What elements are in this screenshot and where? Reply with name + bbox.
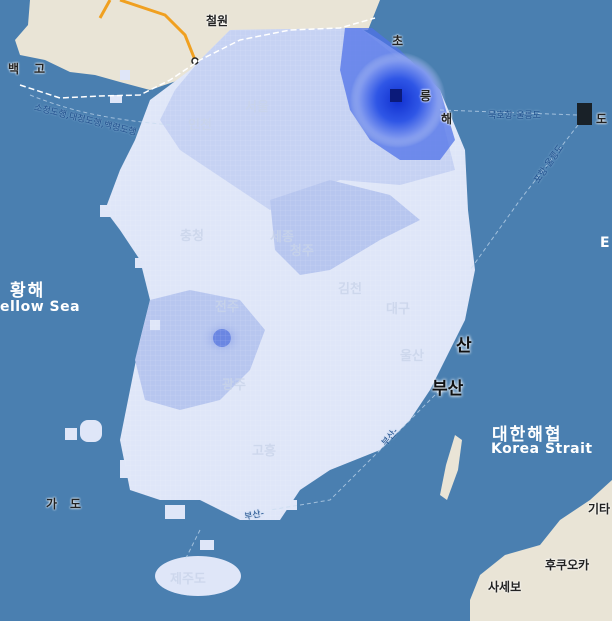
label-baengnyeong-b: 고 [34,62,46,76]
sea-label-east-fragment: E [600,235,611,251]
faint-label-incheon: 인천 [188,118,212,133]
faint-label-daegu: 대구 [386,302,410,317]
border-line [19,17,376,99]
japan-land [470,480,612,621]
faint-label-sejong: 세종 [270,230,294,245]
faint-label-chungcheong: 충청 [180,229,204,244]
ulleung-peak-cell [577,103,592,125]
road-network [98,0,197,61]
label-baengnyeong-a: 백 [8,62,20,76]
jeju-coverage [155,556,241,596]
label-ulsan-fragment: 산 [456,336,472,356]
sea-label-yellow-en: ellow Sea [0,299,81,315]
label-ulleung-suffix: 도 [596,112,608,126]
label-sokcho-fragment: 초 [392,34,404,48]
label-gangneung-fragment: 릉 [420,89,432,103]
tsushima-island [440,435,462,500]
faint-label-seoul: 서울 [245,100,269,115]
route-label-mukho-ulleung: 묵호항-울릉도 [488,111,541,121]
label-busan: 부산 [432,379,464,399]
label-gageodo-a: 가 [46,497,58,511]
faint-label-jeju: 제주도 [170,572,206,587]
faint-label-jeonju: 전주 [215,300,239,315]
sea-label-strait-ko: 대한해협 [492,425,563,445]
sea-label-strait-en: Korea Strait [491,441,593,457]
ferry-routes [29,94,579,561]
radar-grid-overlay [105,28,475,520]
faint-label-gwangju: 광주 [222,378,246,393]
label-donghae-fragment: 해 [441,112,453,126]
faint-label-ulsan: 울산 [400,349,424,364]
faint-label-cheongju: 청주 [290,244,314,259]
label-gageodo-b: 도 [70,497,82,511]
sea-label-yellow-ko: 황해 [10,281,46,301]
radar-peak-cell [390,89,402,102]
label-fukuoka: 후쿠오카 [545,558,590,572]
faint-label-gimcheon: 김천 [338,282,362,297]
label-sasebo: 사세보 [488,580,522,594]
faint-label-goheung: 고흥 [252,444,276,459]
label-cheorwon: 철원 [206,14,229,28]
label-kitakyushu-fragment: 기타 [588,502,611,516]
north-land [15,0,380,90]
